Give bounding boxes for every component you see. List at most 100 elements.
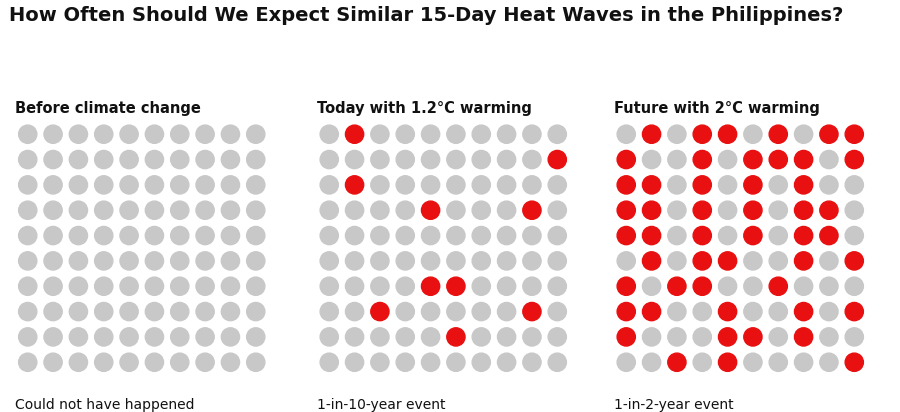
Circle shape bbox=[421, 302, 440, 321]
Circle shape bbox=[795, 252, 813, 270]
Circle shape bbox=[145, 227, 164, 245]
Circle shape bbox=[446, 150, 465, 169]
Circle shape bbox=[643, 277, 661, 295]
Circle shape bbox=[196, 277, 214, 295]
Circle shape bbox=[820, 353, 838, 371]
Circle shape bbox=[743, 252, 762, 270]
Circle shape bbox=[320, 201, 338, 219]
Circle shape bbox=[498, 328, 516, 346]
Circle shape bbox=[196, 302, 214, 321]
Circle shape bbox=[120, 176, 139, 194]
Circle shape bbox=[421, 150, 440, 169]
Circle shape bbox=[94, 201, 112, 219]
Circle shape bbox=[718, 277, 737, 295]
Circle shape bbox=[120, 277, 139, 295]
Circle shape bbox=[19, 328, 37, 346]
Circle shape bbox=[548, 302, 566, 321]
Circle shape bbox=[346, 252, 364, 270]
Circle shape bbox=[795, 227, 813, 245]
Circle shape bbox=[643, 252, 661, 270]
Circle shape bbox=[221, 150, 239, 169]
Circle shape bbox=[44, 252, 62, 270]
Circle shape bbox=[145, 176, 164, 194]
Circle shape bbox=[221, 201, 239, 219]
Circle shape bbox=[668, 353, 686, 371]
Circle shape bbox=[221, 302, 239, 321]
Circle shape bbox=[320, 252, 338, 270]
Circle shape bbox=[795, 302, 813, 321]
Circle shape bbox=[247, 227, 265, 245]
Circle shape bbox=[94, 328, 112, 346]
Circle shape bbox=[120, 125, 139, 143]
Circle shape bbox=[346, 201, 364, 219]
Circle shape bbox=[19, 201, 37, 219]
Circle shape bbox=[472, 227, 490, 245]
Circle shape bbox=[221, 277, 239, 295]
Circle shape bbox=[743, 176, 762, 194]
Circle shape bbox=[523, 227, 541, 245]
Circle shape bbox=[668, 150, 686, 169]
Circle shape bbox=[472, 150, 490, 169]
Circle shape bbox=[94, 277, 112, 295]
Circle shape bbox=[44, 277, 62, 295]
Circle shape bbox=[94, 176, 112, 194]
Circle shape bbox=[69, 176, 87, 194]
Circle shape bbox=[743, 302, 762, 321]
Circle shape bbox=[643, 227, 661, 245]
Circle shape bbox=[548, 353, 566, 371]
Circle shape bbox=[421, 227, 440, 245]
Circle shape bbox=[196, 201, 214, 219]
Circle shape bbox=[668, 176, 686, 194]
Circle shape bbox=[19, 353, 37, 371]
Circle shape bbox=[371, 328, 389, 346]
Circle shape bbox=[421, 176, 440, 194]
Circle shape bbox=[44, 176, 62, 194]
Circle shape bbox=[396, 125, 414, 143]
Circle shape bbox=[770, 277, 788, 295]
Circle shape bbox=[498, 353, 516, 371]
Circle shape bbox=[446, 353, 465, 371]
Circle shape bbox=[94, 252, 112, 270]
Circle shape bbox=[221, 227, 239, 245]
Circle shape bbox=[770, 252, 788, 270]
Circle shape bbox=[396, 353, 414, 371]
Circle shape bbox=[145, 353, 164, 371]
Circle shape bbox=[693, 176, 711, 194]
Circle shape bbox=[718, 125, 737, 143]
Circle shape bbox=[446, 328, 465, 346]
Text: How Often Should We Expect Similar 15-Day Heat Waves in the Philippines?: How Often Should We Expect Similar 15-Da… bbox=[9, 6, 843, 25]
Circle shape bbox=[69, 125, 87, 143]
Circle shape bbox=[498, 176, 516, 194]
Circle shape bbox=[44, 201, 62, 219]
Circle shape bbox=[446, 302, 465, 321]
Circle shape bbox=[19, 176, 37, 194]
Circle shape bbox=[120, 201, 139, 219]
Text: Today with 1.2°C warming: Today with 1.2°C warming bbox=[317, 101, 531, 117]
Circle shape bbox=[346, 302, 364, 321]
Circle shape bbox=[498, 125, 516, 143]
Circle shape bbox=[196, 252, 214, 270]
Circle shape bbox=[617, 227, 635, 245]
Circle shape bbox=[69, 277, 87, 295]
Circle shape bbox=[548, 277, 566, 295]
Circle shape bbox=[120, 227, 139, 245]
Circle shape bbox=[820, 125, 838, 143]
Circle shape bbox=[743, 353, 762, 371]
Circle shape bbox=[320, 302, 338, 321]
Circle shape bbox=[845, 277, 863, 295]
Circle shape bbox=[446, 176, 465, 194]
Circle shape bbox=[320, 227, 338, 245]
Circle shape bbox=[795, 150, 813, 169]
Circle shape bbox=[44, 125, 62, 143]
Circle shape bbox=[120, 150, 139, 169]
Circle shape bbox=[446, 252, 465, 270]
Circle shape bbox=[668, 328, 686, 346]
Circle shape bbox=[320, 176, 338, 194]
Circle shape bbox=[472, 353, 490, 371]
Circle shape bbox=[472, 302, 490, 321]
Circle shape bbox=[523, 277, 541, 295]
Circle shape bbox=[743, 125, 762, 143]
Circle shape bbox=[668, 125, 686, 143]
Circle shape bbox=[617, 150, 635, 169]
Circle shape bbox=[120, 252, 139, 270]
